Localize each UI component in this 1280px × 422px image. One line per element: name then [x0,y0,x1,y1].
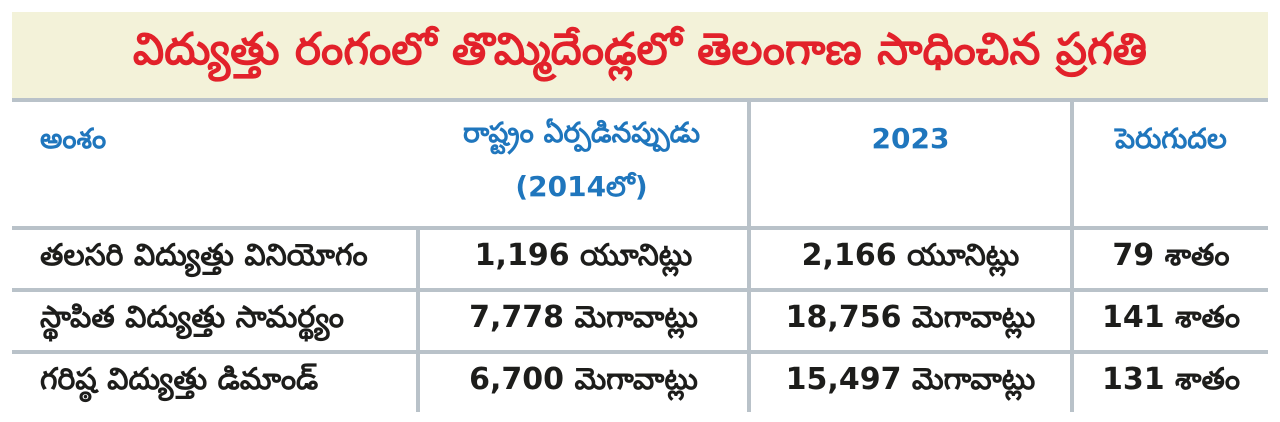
table-divider [12,226,1268,230]
row-growth-value: 79 శాతం [1112,238,1230,273]
table-row-3-2023: 15,497 మెగావాట్లు [751,354,1070,412]
table-row-2-growth: 141 శాతం [1074,292,1268,350]
row-2023-value: 15,497 మెగావాట్లు [785,362,1036,397]
table-row-1-item: తలసరి విద్యుత్తు వినియోగం [40,230,416,288]
row-growth-value: 141 శాతం [1101,300,1241,335]
table-row-3-growth: 131 శాతం [1074,354,1268,412]
header-formation: రాష్ట్రం ఏర్పడినప్పుడు (2014లో) [416,102,747,226]
table-row-1-formation: 1,196 యూనిట్లు [420,230,747,288]
header-2023-label: 2023 [871,122,950,155]
header-2023: 2023 [751,102,1070,226]
column-divider [416,226,420,412]
header-item: అంశం [40,102,410,226]
row-item-label: గరిష్ఠ విద్యుత్తు డిమాండ్ [40,362,319,397]
row-formation-value: 7,778 మెగావాట్లు [469,300,698,335]
row-formation-value: 6,700 మెగావాట్లు [469,362,698,397]
row-2023-value: 18,756 మెగావాట్లు [785,300,1036,335]
header-growth: పెరుగుదల [1074,102,1268,226]
table-row-1-growth: 79 శాతం [1074,230,1268,288]
infographic-title: విద్యుత్తు రంగంలో తొమ్మిదేండ్లలో తెలంగాణ… [132,24,1148,75]
table-row-2-item: స్థాపిత విద్యుత్తు సామర్థ్యం [40,292,416,350]
table-divider [12,350,1268,354]
table-row-3-item: గరిష్ఠ విద్యుత్తు డిమాండ్ [40,354,416,412]
power-progress-table: అంశం రాష్ట్రం ఏర్పడినప్పుడు (2014లో) 202… [12,98,1268,412]
header-item-label: అంశం [40,122,107,155]
table-row-2-formation: 7,778 మెగావాట్లు [420,292,747,350]
table-row-1-2023: 2,166 యూనిట్లు [751,230,1070,288]
row-growth-value: 131 శాతం [1101,362,1241,397]
table-divider [12,98,1268,102]
header-formation-line2: (2014లో) [515,170,648,203]
header-formation-line1: రాష్ట్రం ఏర్పడినప్పుడు [462,116,701,149]
column-divider [1070,98,1074,412]
column-divider [747,98,751,412]
header-growth-label: పెరుగుదల [1115,122,1227,155]
row-2023-value: 2,166 యూనిట్లు [801,238,1020,273]
row-item-label: తలసరి విద్యుత్తు వినియోగం [40,238,368,273]
row-item-label: స్థాపిత విద్యుత్తు సామర్థ్యం [40,300,344,335]
table-row-3-formation: 6,700 మెగావాట్లు [420,354,747,412]
row-formation-value: 1,196 యూనిట్లు [474,238,693,273]
table-divider [12,288,1268,292]
table-row-2-2023: 18,756 మెగావాట్లు [751,292,1070,350]
infographic-card: విద్యుత్తు రంగంలో తొమ్మిదేండ్లలో తెలంగాణ… [12,12,1268,412]
